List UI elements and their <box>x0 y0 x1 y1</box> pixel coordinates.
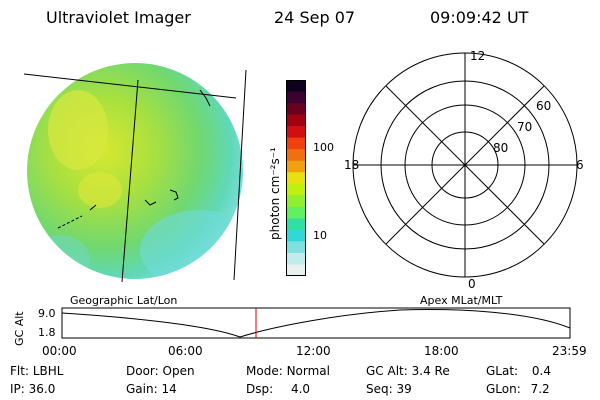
info-gain: Gain: 14 <box>126 382 177 396</box>
colorbar-segment <box>286 80 306 93</box>
timeline-xtick-0000: 00:00 <box>42 344 77 358</box>
colorbar-segment <box>286 160 306 173</box>
timeline-xtick-2359: 23:59 <box>552 344 587 358</box>
colorbar-segment <box>286 126 306 139</box>
timeline-ytick-1-8: 1.8 <box>38 326 56 339</box>
timeline-plot <box>61 307 571 339</box>
colorbar-segment <box>286 241 306 254</box>
lat-label-60: 60 <box>536 99 551 113</box>
colorbar-unit-label: photon cm⁻²s⁻¹ <box>268 147 282 240</box>
mlt-label-0: 0 <box>468 277 476 288</box>
colorbar-segment <box>286 91 306 104</box>
colorbar-segment <box>286 218 306 231</box>
time-label: 09:09:42 UT <box>430 8 529 27</box>
timeline-xtick-0600: 06:00 <box>168 344 203 358</box>
info-ip: IP: 36.0 <box>10 382 56 396</box>
mlt-label-18: 18 <box>344 158 359 172</box>
colorbar-segment <box>286 183 306 196</box>
date-label: 24 Sep 07 <box>274 8 356 27</box>
mlt-label-6: 6 <box>576 158 584 172</box>
instrument-title: Ultraviolet Imager <box>46 8 191 27</box>
info-glat: GLat: 0.4 <box>486 364 552 378</box>
colorbar-tick-100: 100 <box>313 141 334 154</box>
timeline-y-axis-label: GC Alt <box>13 311 26 346</box>
timeline-xtick-1200: 12:00 <box>296 344 331 358</box>
colorbar-segment <box>286 114 306 127</box>
colorbar-segment <box>286 264 306 276</box>
colorbar <box>286 80 306 276</box>
info-flt: Flt: LBHL <box>10 364 64 378</box>
timeline-ytick-9: 9.0 <box>38 307 56 320</box>
colorbar-segment <box>286 149 306 162</box>
info-dsp: Dsp: 4.0 <box>246 382 311 396</box>
colorbar-segment <box>286 172 306 185</box>
info-seq: Seq: 39 <box>366 382 412 396</box>
info-door: Door: Open <box>126 364 195 378</box>
colorbar-segment <box>286 195 306 208</box>
lat-label-70: 70 <box>517 120 532 134</box>
polar-plot: 12 18 6 0 60 70 80 <box>344 49 584 288</box>
colorbar-segment <box>286 103 306 116</box>
timeline-right-caption: Apex MLat/MLT <box>420 294 503 307</box>
colorbar-segment <box>286 206 306 219</box>
info-gc-alt: GC Alt: 3.4 Re <box>366 364 450 378</box>
info-mode: Mode: Normal <box>246 364 330 378</box>
colorbar-tick-10: 10 <box>313 229 327 242</box>
colorbar-segment <box>286 229 306 242</box>
timeline-xtick-1800: 18:00 <box>424 344 459 358</box>
info-glon: GLon: 7.2 <box>486 382 550 396</box>
colorbar-segment <box>286 252 306 265</box>
lat-label-80: 80 <box>493 141 508 155</box>
colorbar-segment <box>286 137 306 150</box>
earth-uv-image <box>23 63 247 283</box>
timeline-left-caption: Geographic Lat/Lon <box>70 294 178 307</box>
mlt-label-12: 12 <box>470 49 485 63</box>
